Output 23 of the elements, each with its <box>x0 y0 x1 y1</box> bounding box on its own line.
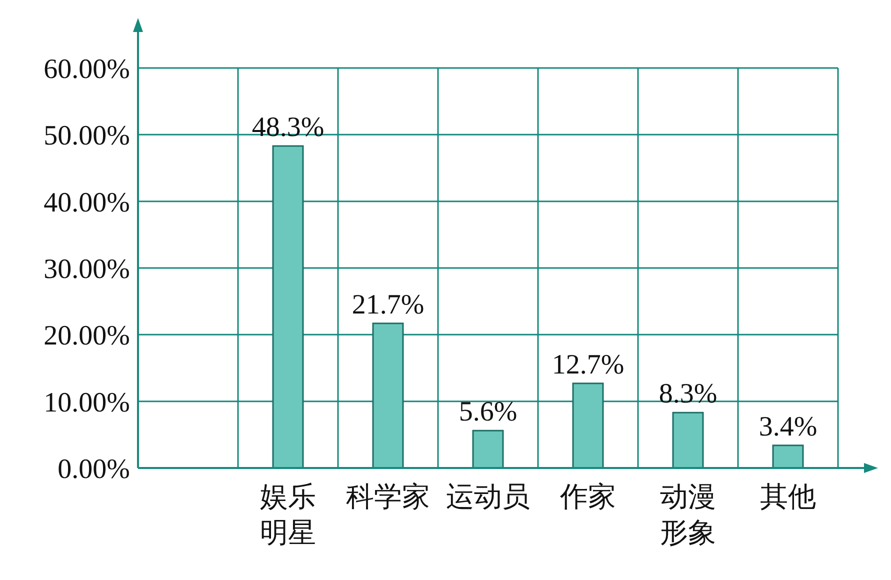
x-tick-label: 作家 <box>559 482 616 513</box>
bar <box>572 382 604 468</box>
y-tick-label: 40.00% <box>44 187 130 218</box>
y-tick-label: 30.00% <box>44 254 130 285</box>
x-tick-label: 其他 <box>760 482 816 513</box>
x-tick-label: 娱乐明星 <box>260 482 316 549</box>
data-label: 3.4% <box>758 411 818 442</box>
data-label: 5.6% <box>458 396 518 428</box>
y-tick-label: 50.00% <box>44 120 130 152</box>
x-tick-label: 动漫形象 <box>660 482 716 549</box>
data-label: 12.7% <box>552 349 624 380</box>
y-tick-label: 0.00% <box>58 454 130 485</box>
bar <box>372 322 404 468</box>
y-tick-label: 10.00% <box>44 387 130 418</box>
bar <box>272 145 304 468</box>
bar <box>772 444 804 468</box>
bar <box>672 412 704 468</box>
y-tick-label: 60.00% <box>44 54 130 85</box>
y-tick-label: 20.00% <box>44 320 130 352</box>
x-tick-label: 运动员 <box>446 482 530 513</box>
bar <box>472 430 504 468</box>
x-tick-label: 科学家 <box>346 482 430 513</box>
data-label: 21.7% <box>352 289 424 320</box>
